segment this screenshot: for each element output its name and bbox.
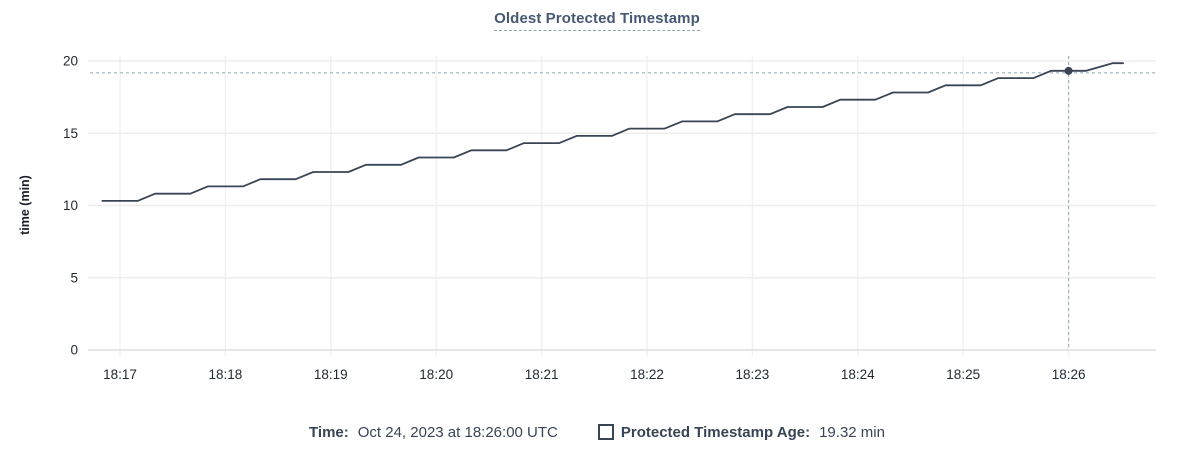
y-tick-label: 10 <box>63 198 78 213</box>
chart-title-row: Oldest Protected Timestamp <box>0 10 1194 31</box>
x-tick-label: 18:17 <box>103 367 137 382</box>
hover-point-dot <box>1064 66 1073 75</box>
x-tick-label: 18:22 <box>630 367 664 382</box>
x-tick-label: 18:24 <box>841 367 875 382</box>
y-tick-label: 5 <box>70 270 78 285</box>
legend-time-value: Oct 24, 2023 at 18:26:00 UTC <box>357 423 558 441</box>
y-tick-label: 15 <box>63 126 78 141</box>
chart-title[interactable]: Oldest Protected Timestamp <box>494 10 700 31</box>
legend-time-label: Time: <box>309 423 349 441</box>
x-tick-label: 18:19 <box>314 367 348 382</box>
legend-series-label[interactable]: Protected Timestamp Age: <box>620 423 811 441</box>
chart-legend: Time: Oct 24, 2023 at 18:26:00 UTC Prote… <box>0 419 1194 445</box>
legend-series-value: 19.32 min <box>819 423 885 441</box>
y-tick-label: 20 <box>63 54 78 69</box>
x-tick-label: 18:25 <box>946 367 980 382</box>
line-chart[interactable]: 18:17 18:18 18:19 18:20 18:21 18:22 18:23 18:24… <box>0 0 1194 405</box>
x-tick-label: 18:21 <box>525 367 559 382</box>
y-tick-label: 0 <box>70 343 78 358</box>
x-tick-label: 18:26 <box>1052 367 1086 382</box>
x-tick-label: 18:20 <box>419 367 453 382</box>
series-toggle-checkbox[interactable] <box>597 424 614 440</box>
series-line <box>101 62 1124 202</box>
x-tick-label: 18:23 <box>736 367 770 382</box>
x-tick-label: 18:18 <box>209 367 243 382</box>
